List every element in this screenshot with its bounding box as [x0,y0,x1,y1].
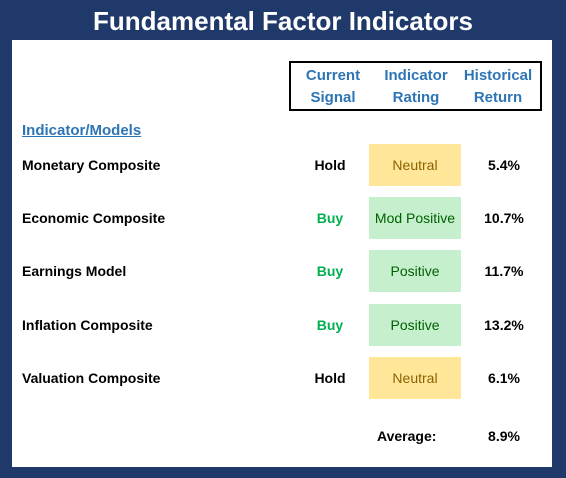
models-section-label: Indicator/Models [22,122,142,139]
table-row: Monetary Composite Hold Neutral 5.4% [12,144,552,186]
table-row: Earnings Model Buy Positive 11.7% [12,250,552,292]
header-current-signal-line1: Current [305,67,361,84]
current-signal: Buy [316,317,344,333]
column-header-box: Current Signal Indicator Rating Historic… [289,61,542,111]
header-indicator-rating: Indicator Rating [376,65,456,109]
historical-return: 10.7% [484,210,524,226]
indicator-rating-badge: Mod Positive [369,197,461,239]
header-historical-return: Historical Return [458,65,538,109]
indicator-name: Monetary Composite [22,157,161,173]
indicator-rating-badge: Positive [369,250,461,292]
header-current-signal-line2: Signal [310,89,356,106]
historical-return: 6.1% [488,370,520,386]
historical-return: 13.2% [484,317,524,333]
historical-return: 11.7% [484,263,524,279]
header-indicator-rating-line2: Rating [392,89,440,106]
header-indicator-rating-line1: Indicator [384,67,448,84]
current-signal: Hold [314,157,346,173]
page-title: Fundamental Factor Indicators [93,6,473,36]
indicator-name: Valuation Composite [22,370,161,386]
current-signal: Hold [314,370,346,386]
table-row: Economic Composite Buy Mod Positive 10.7% [12,197,552,239]
table-row: Inflation Composite Buy Positive 13.2% [12,304,552,346]
header-historical-return-line2: Return [473,89,523,106]
current-signal: Buy [316,263,344,279]
indicator-name: Inflation Composite [22,317,153,333]
indicator-rating-badge: Neutral [369,144,461,186]
indicator-name: Earnings Model [22,263,127,279]
content-panel: Current Signal Indicator Rating Historic… [12,40,552,467]
header-historical-return-line1: Historical [463,67,533,84]
table-row: Valuation Composite Hold Neutral 6.1% [12,357,552,399]
indicator-rating-badge: Positive [369,304,461,346]
indicator-rating-badge: Neutral [369,357,461,399]
historical-return: 5.4% [488,157,520,173]
current-signal: Buy [316,210,344,226]
indicator-name: Economic Composite [22,210,166,226]
average-label: Average: [377,428,437,444]
average-value: 8.9% [488,428,520,444]
header-current-signal: Current Signal [293,65,373,109]
